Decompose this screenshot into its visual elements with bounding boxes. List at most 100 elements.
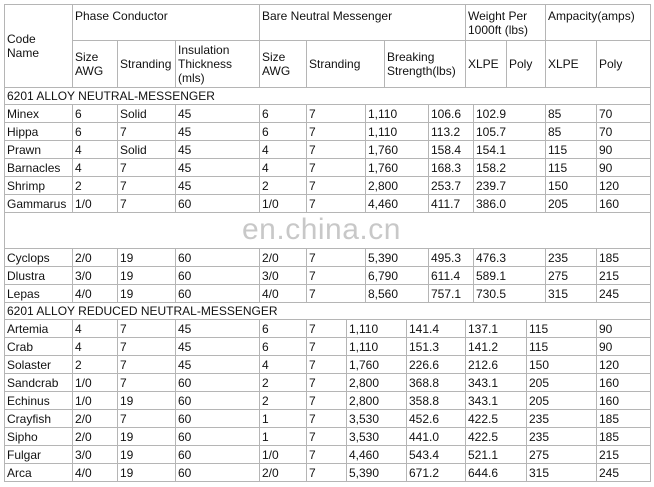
table-cell: 60 bbox=[175, 248, 260, 267]
table-cell: 1,110 bbox=[346, 337, 407, 356]
table-cell: 411.7 bbox=[428, 194, 474, 213]
table-cell: 422.5 bbox=[465, 409, 527, 428]
table-cell: 671.2 bbox=[406, 463, 466, 482]
table-cell: 141.2 bbox=[465, 337, 527, 356]
table-cell: 120 bbox=[596, 176, 651, 195]
code-name: Minex bbox=[4, 104, 73, 123]
header-cell: Size AWG bbox=[72, 40, 118, 88]
table-cell: 2,800 bbox=[346, 373, 407, 392]
table-cell: 7 bbox=[117, 122, 176, 141]
table-cell: 757.1 bbox=[428, 284, 474, 303]
table-cell: 2/0 bbox=[72, 409, 118, 428]
code-name: Shrimp bbox=[4, 176, 73, 195]
table-cell: 7 bbox=[306, 176, 366, 195]
table-cell: 1,110 bbox=[346, 319, 407, 338]
code-name: Dlustra bbox=[4, 266, 73, 285]
table-cell: 2 bbox=[259, 373, 307, 392]
table-cell: 120 bbox=[596, 355, 651, 374]
table-cell: 115 bbox=[545, 158, 597, 177]
table-cell: 2/0 bbox=[72, 427, 118, 446]
table-cell: 6,790 bbox=[365, 266, 429, 285]
table-cell: 160 bbox=[596, 391, 651, 410]
table-cell: 45 bbox=[175, 337, 260, 356]
table-cell: 2,800 bbox=[346, 391, 407, 410]
table-cell: 245 bbox=[596, 463, 651, 482]
table-cell: 2/0 bbox=[259, 463, 307, 482]
table-cell: 7 bbox=[306, 445, 347, 464]
table-cell: 2 bbox=[259, 391, 307, 410]
table-cell: 4 bbox=[259, 355, 307, 374]
table-cell: 7 bbox=[117, 194, 176, 213]
table-cell: 235 bbox=[526, 427, 597, 446]
table-cell: 7 bbox=[306, 266, 366, 285]
code-name: Echinus bbox=[4, 391, 73, 410]
code-name: Sipho bbox=[4, 427, 73, 446]
table-cell: 7 bbox=[117, 158, 176, 177]
table-cell: 19 bbox=[117, 463, 176, 482]
section-title: 6201 ALLOY REDUCED NEUTRAL-MESSENGER bbox=[4, 302, 651, 320]
table-cell: 4/0 bbox=[259, 284, 307, 303]
code-name: Hippa bbox=[4, 122, 73, 141]
table-cell: 7 bbox=[306, 427, 347, 446]
table-cell: 3/0 bbox=[259, 266, 307, 285]
table-cell: 4,460 bbox=[365, 194, 429, 213]
table-cell: 239.7 bbox=[473, 176, 546, 195]
table-cell: 7 bbox=[117, 337, 176, 356]
table-cell: 235 bbox=[526, 409, 597, 428]
table-cell: 7 bbox=[117, 176, 176, 195]
table-cell: 85 bbox=[545, 104, 597, 123]
table-cell: 422.5 bbox=[465, 427, 527, 446]
table-cell: 441.0 bbox=[406, 427, 466, 446]
watermark: en.china.cn bbox=[242, 213, 401, 246]
table-cell: 6 bbox=[259, 104, 307, 123]
code-name: Arca bbox=[4, 463, 73, 482]
table-cell: 60 bbox=[175, 445, 260, 464]
table-cell: 3/0 bbox=[72, 445, 118, 464]
table-cell: 521.1 bbox=[465, 445, 527, 464]
table-cell: 275 bbox=[545, 266, 597, 285]
header-group: Ampacity(amps) bbox=[545, 4, 651, 41]
table-cell: 6 bbox=[259, 337, 307, 356]
table-cell: 2 bbox=[72, 355, 118, 374]
code-name: Lepas bbox=[4, 284, 73, 303]
table-cell: 611.4 bbox=[428, 266, 474, 285]
code-name: Gammarus bbox=[4, 194, 73, 213]
table-cell: 212.6 bbox=[465, 355, 527, 374]
table-cell: 495.3 bbox=[428, 248, 474, 267]
table-cell: 6 bbox=[259, 122, 307, 141]
table-cell: 4,460 bbox=[346, 445, 407, 464]
code-name: Fulgar bbox=[4, 445, 73, 464]
header-cell: Stranding bbox=[306, 40, 385, 88]
table-cell: 168.3 bbox=[428, 158, 474, 177]
header-cell: Poly bbox=[596, 40, 651, 88]
table-cell: 102.9 bbox=[473, 104, 546, 123]
table-cell: Solid bbox=[117, 140, 176, 159]
table-cell: 45 bbox=[175, 319, 260, 338]
table-cell: 589.1 bbox=[473, 266, 546, 285]
table-cell: 185 bbox=[596, 409, 651, 428]
table-cell: 60 bbox=[175, 284, 260, 303]
table-cell: Solid bbox=[117, 104, 176, 123]
table-cell: 154.1 bbox=[473, 140, 546, 159]
table-cell: 5,390 bbox=[365, 248, 429, 267]
table-cell: 7 bbox=[306, 194, 366, 213]
table-cell: 19 bbox=[117, 427, 176, 446]
table-cell: 6 bbox=[259, 319, 307, 338]
table-cell: 60 bbox=[175, 427, 260, 446]
header-cell: Insulation Thickness (mls) bbox=[175, 40, 260, 88]
table-cell: 185 bbox=[596, 248, 651, 267]
table-cell: 476.3 bbox=[473, 248, 546, 267]
table-cell: 543.4 bbox=[406, 445, 466, 464]
table-cell: 141.4 bbox=[406, 319, 466, 338]
code-name: Crayfish bbox=[4, 409, 73, 428]
table-cell: 1,110 bbox=[365, 122, 429, 141]
table-cell: 215 bbox=[596, 266, 651, 285]
code-name: Barnacles bbox=[4, 158, 73, 177]
table-cell: 90 bbox=[596, 158, 651, 177]
table-cell: 4 bbox=[72, 158, 118, 177]
table-cell: 275 bbox=[526, 445, 597, 464]
table-cell: 105.7 bbox=[473, 122, 546, 141]
table-cell: 160 bbox=[596, 373, 651, 392]
table-cell: 60 bbox=[175, 373, 260, 392]
table-cell: 4/0 bbox=[72, 284, 118, 303]
